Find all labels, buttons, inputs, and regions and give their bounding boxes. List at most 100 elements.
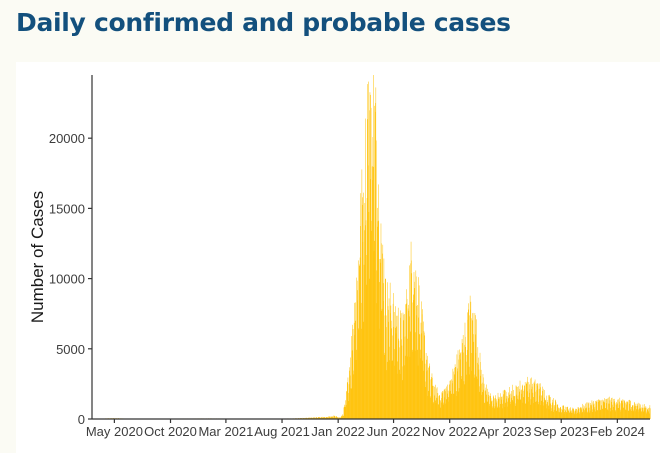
case-bar bbox=[332, 417, 334, 419]
case-bar bbox=[336, 416, 337, 419]
case-bar bbox=[599, 410, 601, 419]
case-bar bbox=[503, 394, 505, 419]
case-bar bbox=[316, 417, 318, 419]
case-bar bbox=[593, 400, 594, 419]
case-bar bbox=[512, 384, 513, 419]
case-bar bbox=[534, 383, 535, 419]
case-bar bbox=[328, 417, 330, 419]
case-bar bbox=[364, 230, 365, 419]
case-bar bbox=[541, 395, 543, 419]
case-bar bbox=[562, 405, 563, 419]
case-bar bbox=[641, 407, 643, 419]
case-bar bbox=[553, 411, 555, 419]
case-bar bbox=[632, 405, 633, 419]
case-bar bbox=[642, 408, 643, 419]
case-bar bbox=[323, 416, 324, 419]
case-bar bbox=[375, 140, 377, 419]
case-bar bbox=[525, 403, 527, 419]
case-bar bbox=[482, 382, 483, 419]
case-bar bbox=[349, 375, 351, 419]
case-bar bbox=[607, 410, 609, 419]
case-bar bbox=[544, 397, 545, 419]
case-bar bbox=[590, 405, 592, 419]
case-bar bbox=[394, 349, 395, 419]
case-bar bbox=[463, 381, 465, 419]
case-bar bbox=[520, 390, 522, 419]
case-bar bbox=[386, 361, 388, 419]
case-bar bbox=[513, 396, 515, 419]
case-bar bbox=[619, 397, 621, 419]
case-bar bbox=[403, 314, 404, 419]
case-bar bbox=[549, 403, 551, 419]
case-bar bbox=[540, 387, 541, 419]
case-bar bbox=[349, 370, 350, 419]
case-bar bbox=[578, 407, 579, 419]
case-bar bbox=[621, 400, 622, 419]
case-bar bbox=[411, 260, 412, 419]
case-bar bbox=[357, 290, 359, 419]
case-bar bbox=[343, 415, 344, 419]
case-bar bbox=[404, 314, 405, 419]
case-bar bbox=[625, 403, 626, 419]
axes-layer: 0 5000 10000 15000 20000 May 2020 Oct 2020 Mar … bbox=[49, 75, 650, 439]
case-bar bbox=[611, 397, 613, 419]
case-bar bbox=[609, 396, 610, 419]
case-bar bbox=[489, 403, 491, 419]
case-bar bbox=[583, 405, 585, 419]
case-bar bbox=[450, 390, 451, 419]
case-bar bbox=[480, 375, 482, 419]
case-bar bbox=[374, 105, 375, 419]
case-bar bbox=[393, 293, 394, 419]
case-bar bbox=[612, 410, 614, 419]
case-bar bbox=[329, 416, 330, 419]
case-bar bbox=[366, 255, 367, 419]
case-bar bbox=[632, 404, 634, 419]
case-bar bbox=[376, 270, 378, 419]
case-bar bbox=[383, 258, 385, 419]
case-bar bbox=[392, 303, 394, 419]
case-bar bbox=[473, 377, 475, 419]
case-bar bbox=[490, 398, 492, 419]
case-bar bbox=[335, 417, 336, 419]
case-bar bbox=[481, 394, 483, 419]
case-bar bbox=[496, 401, 498, 419]
case-bar bbox=[370, 179, 371, 419]
case-bar bbox=[553, 398, 554, 419]
case-bar bbox=[601, 400, 603, 419]
case-bar bbox=[506, 396, 508, 419]
case-bar bbox=[513, 389, 514, 419]
case-bar bbox=[581, 409, 582, 419]
case-bar bbox=[619, 403, 621, 419]
case-bar bbox=[447, 384, 448, 419]
case-bar bbox=[404, 355, 406, 419]
case-bar bbox=[591, 400, 593, 419]
case-bar bbox=[627, 402, 629, 419]
case-bar bbox=[570, 407, 571, 419]
case-bar bbox=[624, 402, 626, 419]
case-bar bbox=[644, 407, 645, 419]
case-bar bbox=[399, 347, 400, 419]
case-bar bbox=[589, 410, 591, 419]
case-bar bbox=[486, 394, 487, 419]
case-bar bbox=[608, 397, 610, 419]
case-bar bbox=[426, 371, 427, 419]
case-bar bbox=[356, 280, 358, 419]
case-bar bbox=[398, 340, 400, 419]
case-bar bbox=[595, 400, 596, 419]
case-bar bbox=[632, 404, 633, 419]
case-bar bbox=[629, 403, 630, 419]
case-bar bbox=[578, 408, 580, 419]
case-bar bbox=[484, 403, 486, 419]
case-bar bbox=[456, 396, 457, 419]
case-bar bbox=[381, 243, 382, 419]
case-bar bbox=[362, 204, 363, 419]
case-bar bbox=[468, 309, 469, 419]
case-bar bbox=[409, 265, 410, 419]
case-bar bbox=[417, 365, 419, 419]
case-bar bbox=[455, 367, 457, 419]
case-bar bbox=[499, 397, 500, 419]
case-bar bbox=[436, 387, 438, 419]
case-bar bbox=[341, 416, 342, 419]
case-bar bbox=[470, 309, 471, 419]
case-bar bbox=[323, 417, 325, 419]
